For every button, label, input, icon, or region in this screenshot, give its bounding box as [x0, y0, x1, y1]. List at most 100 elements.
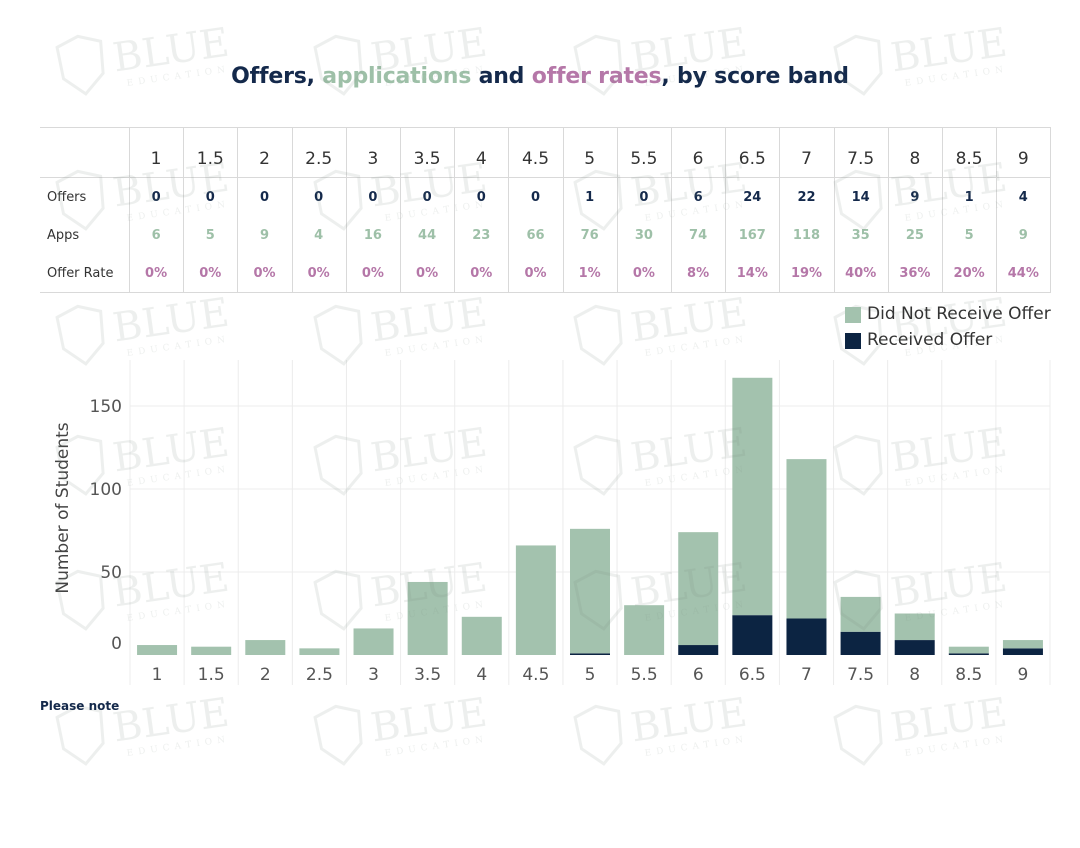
- table-cell-rate: 1%: [578, 266, 601, 281]
- table-column-divider: [996, 127, 998, 293]
- y-tick-label: 0: [111, 634, 122, 654]
- table-cell-apps: 6: [151, 228, 161, 243]
- legend-label-not-offer: Did Not Receive Offer: [867, 304, 1051, 324]
- bar-did-not-receive-offer: [407, 581, 448, 655]
- table-cell-apps: 9: [259, 228, 270, 243]
- table-cell-apps: 66: [526, 228, 545, 243]
- table-column-divider: [833, 127, 835, 293]
- table-cell-offers: 0: [259, 190, 270, 205]
- y-tick-label: 100: [90, 480, 122, 500]
- table-cell-rate: 19%: [790, 266, 823, 281]
- table-cell-rate: 0%: [470, 266, 493, 281]
- bar-did-not-receive-offer: [191, 646, 232, 655]
- bar-received-offer: [570, 653, 610, 655]
- table-header-band: 8.5: [955, 149, 983, 169]
- table-header-band: 2: [259, 149, 270, 169]
- table-cell-apps: 5: [205, 228, 215, 243]
- bar-did-not-receive-offer: [624, 605, 665, 655]
- bar-did-not-receive-offer: [461, 616, 502, 655]
- table-column-divider: [291, 127, 293, 293]
- table-cell-offers: 0: [639, 190, 649, 205]
- table-cell-offers: 24: [743, 190, 762, 205]
- table-header-band: 7: [801, 149, 812, 169]
- x-tick-label: 3: [368, 665, 379, 685]
- bar-did-not-receive-offer: [678, 532, 719, 646]
- table-cell-rate: 0%: [145, 266, 168, 281]
- bar-did-not-receive-offer: [570, 528, 610, 654]
- x-tick-label: 5.5: [631, 665, 658, 685]
- table-header-band: 5: [584, 149, 596, 169]
- table-header-band: 4.5: [521, 149, 550, 169]
- table-cell-apps: 4: [314, 228, 324, 243]
- row-label-offers: Offers: [47, 190, 87, 205]
- x-tick-label: 8: [909, 665, 920, 685]
- x-tick-label: 7: [801, 665, 812, 685]
- title-offer-rates: offer rates: [531, 64, 662, 89]
- table-column-divider: [725, 127, 727, 293]
- bar-did-not-receive-offer: [137, 645, 178, 655]
- table-header-band: 2.5: [305, 149, 333, 169]
- legend-swatch-offer: [845, 333, 861, 349]
- table-rule: [40, 177, 1050, 178]
- table-header-band: 6: [692, 149, 704, 169]
- bar-did-not-receive-offer: [948, 646, 989, 654]
- table-cell-rate: 0%: [524, 266, 547, 281]
- bar-did-not-receive-offer: [299, 648, 340, 655]
- bar-received-offer: [786, 618, 827, 655]
- table-header-band: 8: [909, 149, 921, 169]
- bar-received-offer: [894, 640, 935, 655]
- x-tick-label: 2.5: [306, 665, 333, 685]
- y-axis-label: Number of Students: [53, 422, 73, 593]
- bar-received-offer: [732, 615, 773, 655]
- table-header-band: 1: [150, 149, 162, 169]
- bar-did-not-receive-offer: [732, 377, 773, 616]
- x-tick-label: 2: [260, 665, 271, 685]
- bar-received-offer: [678, 645, 719, 655]
- x-tick-label: 1: [152, 665, 163, 685]
- table-column-divider: [508, 127, 510, 293]
- table-cell-offers: 1: [585, 190, 595, 205]
- table-header-band: 3.5: [413, 149, 441, 169]
- table-cell-apps: 118: [792, 228, 821, 243]
- table-cell-apps: 9: [1018, 228, 1028, 243]
- table-cell-apps: 5: [964, 228, 974, 243]
- table-cell-apps: 30: [634, 228, 653, 243]
- table-cell-offers: 4: [1018, 190, 1028, 205]
- table-cell-apps: 35: [851, 228, 870, 243]
- table-column-divider: [345, 127, 347, 293]
- table-cell-rate: 0%: [361, 266, 384, 281]
- table-cell-rate: 14%: [736, 266, 768, 281]
- table-header-band: 3: [367, 149, 379, 169]
- table-column-divider: [887, 127, 889, 293]
- table-cell-rate: 0%: [253, 266, 276, 281]
- table-cell-rate: 44%: [1007, 266, 1039, 281]
- legend-label-offer: Received Offer: [867, 330, 993, 350]
- please-note-link[interactable]: Please note: [40, 699, 120, 713]
- table-cell-rate: 0%: [632, 266, 655, 281]
- bar-did-not-receive-offer: [1002, 640, 1043, 649]
- table-cell-apps: 23: [472, 228, 491, 243]
- table-column-divider: [183, 127, 185, 293]
- y-tick-label: 150: [90, 397, 122, 417]
- table-cell-offers: 22: [797, 190, 816, 205]
- table-cell-offers: 9: [910, 190, 920, 205]
- x-tick-label: 5: [585, 665, 596, 685]
- table-header-band: 6.5: [738, 149, 766, 169]
- row-label-offer-rate: Offer Rate: [47, 266, 114, 281]
- row-label-apps: Apps: [47, 228, 80, 243]
- table-header-band: 1.5: [196, 149, 224, 169]
- x-tick-label: 3.5: [414, 665, 441, 685]
